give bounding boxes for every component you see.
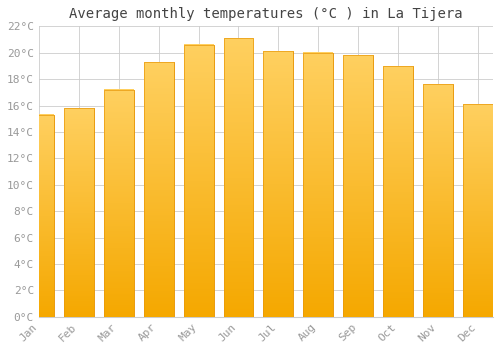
Title: Average monthly temperatures (°C ) in La Tijera: Average monthly temperatures (°C ) in La… xyxy=(69,7,462,21)
Bar xyxy=(104,90,134,317)
Bar xyxy=(224,38,254,317)
Bar xyxy=(64,108,94,317)
Bar xyxy=(24,115,54,317)
Bar xyxy=(463,104,493,317)
Bar xyxy=(144,62,174,317)
Bar xyxy=(344,55,374,317)
Bar xyxy=(383,66,413,317)
Bar xyxy=(423,84,453,317)
Bar xyxy=(144,62,174,317)
Bar xyxy=(264,51,294,317)
Bar xyxy=(383,66,413,317)
Bar xyxy=(104,90,134,317)
Bar xyxy=(423,84,453,317)
Bar xyxy=(224,38,254,317)
Bar xyxy=(24,115,54,317)
Bar xyxy=(64,108,94,317)
Bar xyxy=(184,45,214,317)
Bar xyxy=(463,104,493,317)
Bar xyxy=(304,53,334,317)
Bar xyxy=(264,51,294,317)
Bar xyxy=(344,55,374,317)
Bar xyxy=(304,53,334,317)
Bar xyxy=(184,45,214,317)
